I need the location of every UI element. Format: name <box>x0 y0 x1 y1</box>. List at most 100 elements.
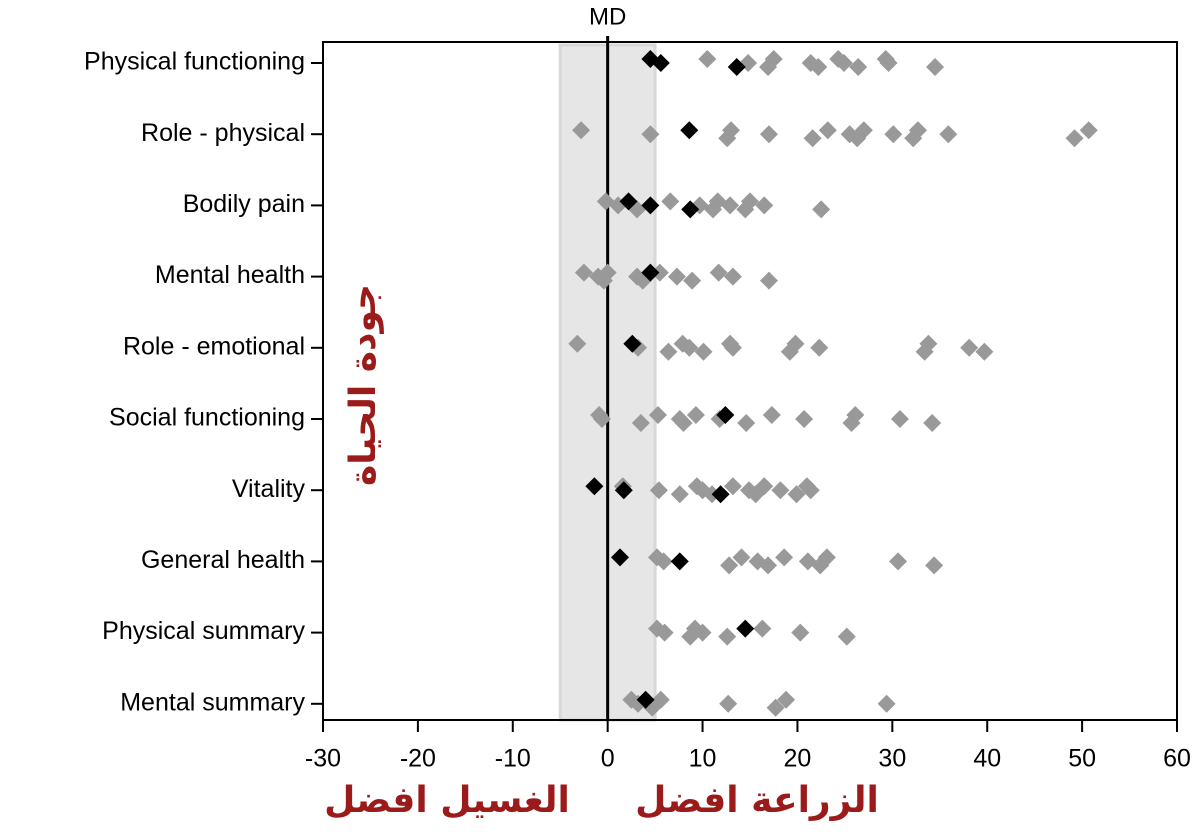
point <box>759 125 778 144</box>
point <box>711 485 730 504</box>
point <box>741 192 759 211</box>
point <box>686 406 705 424</box>
point <box>877 694 896 713</box>
point <box>762 406 781 424</box>
point <box>681 200 700 219</box>
point <box>732 548 751 567</box>
point <box>674 414 693 432</box>
point <box>923 414 942 432</box>
point <box>801 481 820 500</box>
right-label: الزراعة افضل <box>635 780 879 821</box>
x-tick-label: -20 <box>400 745 436 773</box>
point <box>680 121 699 140</box>
point <box>661 192 680 211</box>
point <box>568 334 587 353</box>
point <box>636 690 655 709</box>
point <box>791 623 810 642</box>
y-tick-label: Vitality <box>232 475 306 503</box>
point <box>818 121 837 140</box>
point <box>649 481 668 500</box>
point <box>667 267 686 286</box>
point <box>771 481 790 500</box>
point <box>718 627 737 646</box>
point <box>723 267 742 286</box>
point <box>884 125 903 144</box>
reference-label: MD <box>589 3 626 30</box>
x-tick-label: -10 <box>495 745 531 773</box>
point <box>737 414 756 432</box>
point <box>722 121 741 140</box>
point <box>939 125 958 144</box>
point <box>641 125 660 144</box>
point <box>846 406 865 424</box>
point <box>753 619 772 638</box>
point <box>648 406 667 424</box>
point <box>755 477 774 496</box>
point <box>651 690 670 709</box>
point <box>592 410 611 428</box>
point <box>693 623 712 642</box>
point <box>736 619 755 638</box>
point <box>683 271 702 290</box>
x-tick-label: 0 <box>601 745 615 773</box>
y-tick-label: Mental health <box>155 261 305 289</box>
point <box>925 556 944 575</box>
point <box>614 481 633 500</box>
point <box>795 410 814 428</box>
x-tick-label: 40 <box>973 745 1001 773</box>
plot-frame <box>322 41 1178 721</box>
y-axis-title: جودة الحياة <box>343 284 384 486</box>
point <box>810 338 829 357</box>
y-tick-label: Role - physical <box>141 119 305 147</box>
point <box>812 200 831 219</box>
point <box>631 414 650 432</box>
point <box>879 54 898 72</box>
point <box>908 121 927 140</box>
point <box>574 263 593 282</box>
point <box>889 552 908 571</box>
point <box>655 623 674 642</box>
point <box>721 196 740 215</box>
point <box>834 54 853 72</box>
point <box>716 406 735 424</box>
y-tick-label: Role - emotional <box>123 332 305 360</box>
point <box>777 690 796 709</box>
point <box>766 698 785 717</box>
point <box>755 196 774 215</box>
point <box>759 271 778 290</box>
y-tick-label: Mental summary <box>120 688 305 716</box>
point <box>837 627 856 646</box>
point <box>764 50 783 68</box>
x-tick-label: -30 <box>305 745 341 773</box>
x-tick-label: 50 <box>1068 745 1096 773</box>
point <box>659 342 678 361</box>
x-tick-label: 20 <box>784 745 812 773</box>
y-tick-label: Physical functioning <box>84 48 305 76</box>
point <box>723 338 742 357</box>
point <box>854 121 873 140</box>
point <box>1065 129 1084 148</box>
point <box>650 263 669 282</box>
point <box>709 263 728 282</box>
point <box>698 50 717 68</box>
point <box>641 196 660 215</box>
x-tick-label: 30 <box>878 745 906 773</box>
point <box>720 556 739 575</box>
point <box>775 548 794 567</box>
point <box>623 334 642 353</box>
point <box>727 58 746 76</box>
point <box>641 263 660 282</box>
point <box>809 58 828 76</box>
point <box>680 338 699 357</box>
point <box>975 342 994 361</box>
point <box>670 552 689 571</box>
point <box>926 58 945 76</box>
point <box>585 477 604 496</box>
point <box>598 263 617 282</box>
point <box>619 192 638 211</box>
y-tick-label: Bodily pain <box>183 190 305 218</box>
point <box>849 58 868 76</box>
point <box>817 548 836 567</box>
point <box>572 121 591 140</box>
